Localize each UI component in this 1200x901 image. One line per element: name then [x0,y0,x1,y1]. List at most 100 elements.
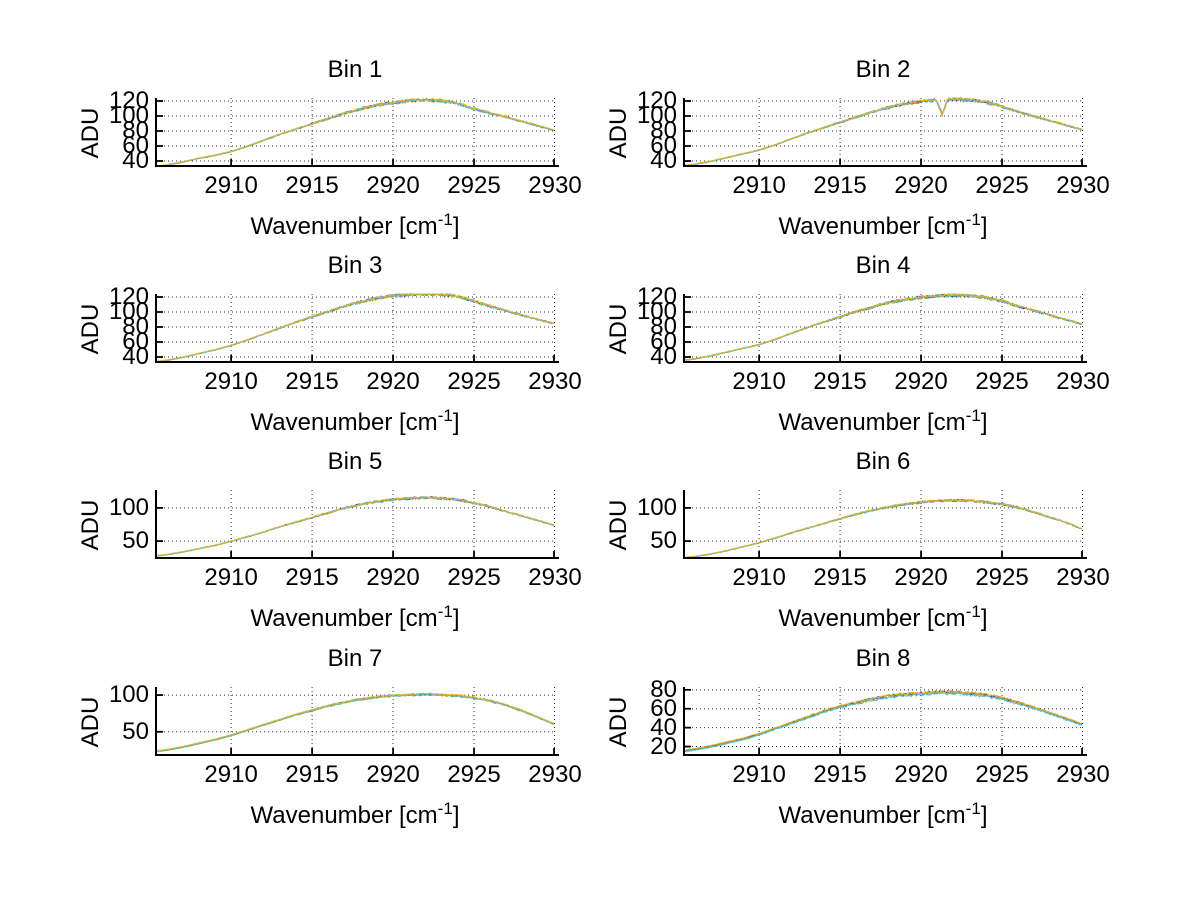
trace-green [154,292,555,363]
x-tick-label: 2925 [447,368,501,395]
subplot-bin-4: Bin 4 ADU Wavenumber [cm-1] 40 60 80 100 120… [605,252,1110,436]
trace-green [682,690,1083,752]
x-tick-label: 2920 [894,761,948,788]
x-axis-label-superscript: -1 [437,406,453,425]
trace-purple [154,293,555,363]
x-axis-label-superscript: -1 [965,799,981,818]
x-axis-label: Wavenumber [cm-1] [683,210,1083,241]
x-tick-label: 2915 [813,368,867,395]
y-tick-label: 100 [108,681,149,709]
y-tick-label: 20 [650,732,677,760]
plot-canvas [154,292,559,363]
y-tick-label: 120 [108,87,149,114]
x-tick-label: 2915 [813,761,867,788]
x-tick-label: 2925 [447,761,501,788]
x-axis-label-text: Wavenumber [cm [778,605,966,632]
y-tick-label: 50 [650,527,677,555]
x-tick-label: 2920 [366,761,420,788]
y-tick-label: 40 [650,343,677,370]
x-tick-label: 2910 [204,564,258,591]
x-tick-label: 2920 [894,564,948,591]
x-axis-label-superscript: -1 [437,799,453,818]
y-tick-label: 80 [122,313,149,340]
plot-title: Bin 7 [327,645,383,672]
x-axis-label-text: Wavenumber [cm [778,213,966,240]
trace-cyan [682,97,1083,167]
trace-cyan [154,97,555,168]
y-tick-label: 100 [636,298,677,325]
subplot-bin-6: Bin 6 ADU Wavenumber [cm-1] 50 100 2910 291… [605,448,1110,632]
x-tick-label: 2930 [528,172,582,199]
y-tick-label: 80 [650,675,677,703]
x-axis-label-superscript: -1 [437,210,453,229]
plot-canvas [682,97,1087,167]
x-tick-label: 2910 [732,368,786,395]
x-axis-label-text: Wavenumber [cm [778,409,966,436]
subplot-bin-3: Bin 3 ADU Wavenumber [cm-1] 40 60 80 100 120… [77,252,582,436]
x-tick-label: 2915 [285,172,339,199]
trace-purple [682,690,1083,752]
x-tick-label: 2915 [813,564,867,591]
y-tick-label: 50 [122,527,149,555]
plot-title: Bin 1 [327,56,383,83]
x-axis-label-bracket: ] [980,213,988,240]
plot-canvas [682,687,1087,756]
x-axis-label-text: Wavenumber [cm [250,605,438,632]
trace-yellow [682,97,1083,167]
x-tick-label: 2915 [285,368,339,395]
x-tick-label: 2920 [366,172,420,199]
y-tick-label: 60 [650,132,677,159]
x-tick-label: 2925 [447,564,501,591]
x-tick-label: 2915 [285,761,339,788]
y-tick-label: 60 [122,328,149,355]
trace-green [154,693,555,753]
trace-cyan [154,293,555,363]
x-axis-label-superscript: -1 [965,210,981,229]
trace-yellow [154,293,555,363]
y-tick-label: 60 [650,328,677,355]
x-tick-label: 2920 [894,172,948,199]
plot-canvas [154,687,559,756]
x-tick-label: 2930 [1056,564,1110,591]
x-tick-label: 2910 [204,761,258,788]
x-tick-label: 2930 [528,564,582,591]
trace-purple [154,97,555,168]
y-tick-label: 40 [650,713,677,741]
subplot-bin-5: Bin 5 ADU Wavenumber [cm-1] 50 100 2910 291… [77,448,582,632]
x-tick-label: 2925 [447,172,501,199]
y-tick-label: 100 [636,493,677,521]
y-tick-label: 100 [108,493,149,521]
x-axis-label-bracket: ] [980,802,988,829]
x-axis-label: Wavenumber [cm-1] [155,210,555,241]
trace-blue [682,689,1083,752]
subplot-bin-2: Bin 2 ADU Wavenumber [cm-1] 40 60 80 100 120… [605,56,1110,240]
plot-title: Bin 6 [855,448,911,475]
x-tick-label: 2910 [732,761,786,788]
plot-title: Bin 5 [327,448,383,475]
x-tick-label: 2930 [1056,761,1110,788]
x-axis-label-bracket: ] [980,409,988,436]
y-tick-label: 60 [650,694,677,722]
x-axis-label-superscript: -1 [965,406,981,425]
x-axis-label: Wavenumber [cm-1] [683,602,1083,633]
x-tick-label: 2915 [285,564,339,591]
y-tick-label: 120 [636,87,677,114]
trace-green [154,98,555,168]
x-tick-label: 2920 [894,368,948,395]
y-tick-label: 100 [108,298,149,325]
x-axis-label-text: Wavenumber [cm [250,213,438,240]
x-tick-label: 2920 [366,564,420,591]
plot-title: Bin 2 [855,56,911,83]
subplot-bin-1: Bin 1 ADU Wavenumber [cm-1] 40 60 80 100 120… [77,56,582,240]
x-axis-label-text: Wavenumber [cm [250,409,438,436]
x-axis-label-superscript: -1 [965,602,981,621]
x-axis-label-text: Wavenumber [cm [778,802,966,829]
x-tick-label: 2925 [975,172,1029,199]
x-tick-label: 2925 [975,564,1029,591]
x-tick-label: 2910 [204,368,258,395]
x-axis-label-bracket: ] [980,605,988,632]
x-axis-label: Wavenumber [cm-1] [155,406,555,437]
x-tick-label: 2910 [732,564,786,591]
x-tick-label: 2910 [732,172,786,199]
